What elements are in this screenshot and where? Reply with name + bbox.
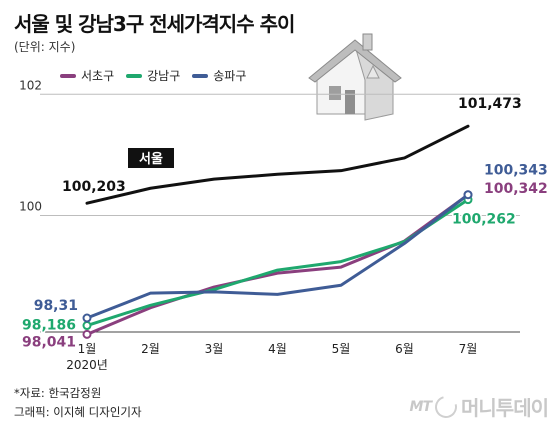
data-label-seocho-last: 100,342 <box>484 181 548 197</box>
x-tick-label: 6월 <box>395 342 414 356</box>
data-point-gangnam <box>82 321 92 331</box>
legend-swatch-seocho <box>60 73 76 78</box>
series-line-seoul <box>85 124 470 205</box>
y-tick-label: 102 <box>19 78 42 92</box>
data-point-songpa <box>463 190 473 200</box>
data-point-seocho <box>82 329 92 339</box>
x-tick-label: 3월 <box>205 342 224 356</box>
credit-line: 그래픽: 이지혜 디자인기자 <box>14 405 142 419</box>
series-line-gangnam <box>85 198 470 328</box>
data-label-songpa-last: 100,343 <box>484 163 548 179</box>
legend-label-gangnam: 강남구 <box>147 69 181 83</box>
y-tick-label: 100 <box>19 200 42 214</box>
legend: 서초구 강남구 송파구 <box>60 67 246 84</box>
x-tick-label: 5월 <box>332 342 351 356</box>
data-label-seocho-first: 98,041 <box>22 334 76 350</box>
legend-label-songpa: 송파구 <box>213 69 247 83</box>
publisher-logo: MT 머니투데이 <box>409 391 549 422</box>
legend-item-seocho: 서초구 <box>60 67 114 84</box>
data-label-songpa-first: 98,31 <box>34 298 78 314</box>
x-tick-label: 2월 <box>141 342 160 356</box>
legend-item-gangnam: 강남구 <box>126 67 180 84</box>
logo-text: 머니투데이 <box>461 396 549 420</box>
x-tick-label: 1월 <box>78 342 97 356</box>
data-label-seoul-first: 100,203 <box>62 179 126 195</box>
logo-mt: MT <box>409 398 433 415</box>
data-label-seoul-last: 101,473 <box>458 96 522 112</box>
source-line: *자료: 한국감정원 <box>14 386 102 400</box>
x-year-label: 2020년 <box>66 358 108 372</box>
seoul-series-label: 서울 <box>139 151 163 167</box>
legend-swatch-gangnam <box>126 73 143 78</box>
legend-label-seocho: 서초구 <box>81 69 115 83</box>
series-line-songpa <box>85 193 470 320</box>
house-icon <box>308 33 402 121</box>
data-point-songpa <box>82 313 92 323</box>
x-tick-label: 7월 <box>459 342 478 356</box>
data-label-gangnam-first: 98,186 <box>22 318 76 334</box>
legend-swatch-songpa <box>192 73 209 78</box>
x-tick-label: 4월 <box>268 342 287 356</box>
unit-label: (단위: 지수) <box>14 40 76 54</box>
seoul-label-box <box>128 148 174 168</box>
chart-title: 서울 및 강남3구 전세가격지수 추이 <box>14 12 295 36</box>
source-note: *자료: 한국감정원 그래픽: 이지혜 디자인기자 <box>14 384 142 422</box>
legend-item-songpa: 송파구 <box>192 67 246 84</box>
logo-swirl-icon <box>430 391 462 422</box>
line-chart: 100 102 1월 2월 3월 4월 5월 6월 7월 2020년 서울 100,203 101,47… <box>19 78 549 372</box>
data-label-gangnam-last: 100,262 <box>452 212 516 228</box>
